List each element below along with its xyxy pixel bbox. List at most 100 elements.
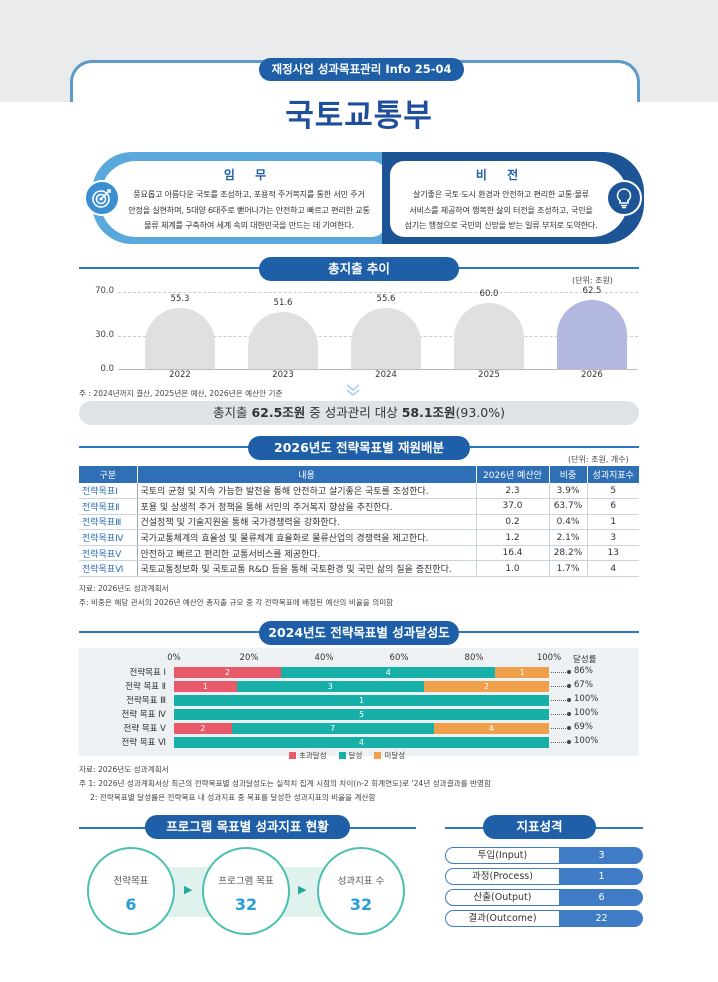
table-row: 전략목표Ⅰ 국토의 균형 및 지속 가능한 발전을 통해 안전하고 살기좋은 국토…: [79, 483, 639, 500]
mission-title: 임 무: [223, 168, 275, 182]
row-indicators: 4: [586, 560, 639, 578]
table-row: 전략목표Ⅲ 건설정책 및 기술지원을 통해 국가경쟁력을 강화한다. 0.2 0.4%…: [79, 514, 639, 531]
kpi-row: 투입(Input) 3: [445, 847, 643, 864]
table-row: 전략목표Ⅵ 국토교통정보화 및 국토교통 R&D 등을 통해 국토환경 및 국민 …: [79, 560, 639, 578]
program-label: 성과지표 수: [337, 876, 385, 887]
row-indicators: 1: [586, 514, 639, 531]
row-indicators: 13: [586, 545, 639, 562]
row-content: 국토교통정보화 및 국토교통 R&D 등을 통해 국토환경 및 국민 삶의 질을…: [137, 560, 476, 578]
row-indicators: 5: [586, 483, 639, 500]
kpi-value: 1: [560, 868, 643, 885]
program-item: 성과지표 수 32: [317, 847, 405, 935]
program-label: 프로그램 목표: [218, 876, 274, 887]
axis-tick-label: 60%: [389, 653, 409, 663]
row-label: 전략 목표 Ⅳ: [121, 709, 166, 720]
x-tick-label: 2025: [478, 370, 500, 380]
axis-tick-label: 0%: [167, 653, 181, 663]
y-tick: 70.0: [95, 286, 114, 296]
spending-title: 총지출 추이: [259, 257, 459, 281]
y-tick: 30.0: [95, 330, 114, 340]
lightbulb-icon: [606, 180, 642, 216]
kpi-value: 6: [560, 889, 643, 906]
legend-item: 초과달성: [289, 750, 327, 761]
vision-line: 섬기는 행정으로 국민의 신망을 받는 일류 부처로 도약한다.: [404, 220, 598, 230]
row-content: 포용 및 상생적 주거 정책을 통해 서민의 주거복지 향상을 추진한다.: [137, 498, 476, 515]
miss-segment: 2: [424, 680, 549, 692]
axis-tick-label: 20%: [239, 653, 259, 663]
legend-item: 달성: [338, 750, 362, 761]
legend-label: 미달성: [384, 751, 406, 760]
row-content: 국토의 균형 및 지속 가능한 발전을 통해 안전하고 살기좋은 국토를 조성한…: [137, 483, 476, 500]
row-share: 2.1%: [548, 529, 587, 546]
spending-bar: [351, 307, 421, 369]
x-axis-line: [118, 369, 638, 370]
mission-panel: [100, 161, 386, 237]
kpi-label: 산출(Output): [445, 889, 560, 906]
bar-value-label: 60.0: [479, 289, 499, 299]
arrow-right-icon: ▶: [184, 883, 193, 896]
summary-ratio: (93.0%): [455, 405, 506, 420]
mission-line: 풍요롭고 아름다운 국토를 조성하고, 포용적 주거복지를 통한 서민 주거: [133, 189, 365, 199]
vision-panel: [390, 161, 628, 237]
spending-bar: [454, 303, 524, 369]
rate-dot: [567, 739, 571, 744]
program-item: 프로그램 목표 32: [202, 847, 290, 935]
vision-title: 비 전: [475, 168, 527, 182]
achievement-note: 주 1: 2026년 성과계획서상 최근의 전략목표별 성과달성도는 실적치 집…: [79, 779, 491, 788]
kpi-value: 22: [560, 910, 643, 927]
rate-header: 달성률: [573, 655, 597, 665]
achievement-rate: 100%: [574, 735, 599, 746]
row-content: 안전하고 빠르고 편리한 교통서비스를 제공한다.: [137, 545, 476, 562]
x-tick-label: 2022: [169, 370, 191, 380]
row-budget: 0.2: [475, 514, 549, 531]
row-indicators: 3: [586, 529, 639, 546]
x-tick-label: 2026: [581, 370, 603, 380]
summary-total: 62.5조원: [251, 405, 306, 420]
table-row: 전략목표Ⅳ 국가교통체계의 효율성 및 물류체계 효율화로 물류산업의 경쟁력을 …: [79, 529, 639, 546]
achievement-rate: 69%: [574, 721, 593, 732]
miss-segment: 4: [433, 722, 549, 734]
table-row: 전략목표Ⅱ 포용 및 상생적 주거 정책을 통해 서민의 주거복지 향상을 추진한…: [79, 498, 639, 515]
spending-summary: 총지출 62.5조원 중 성과관리 대상 58.1조원(93.0%): [79, 401, 639, 425]
rate-dot: [567, 683, 571, 688]
kpi-row: 산출(Output) 6: [445, 889, 643, 906]
mission-section: 임 무 풍요롭고 아름다운 국토를 조성하고, 포용적 주거복지를 통한 서민 …: [118, 166, 380, 234]
achieve-segment: 7: [231, 722, 434, 734]
y-tick: 0.0: [100, 364, 114, 374]
realloc-table: 구분 내용 2026년 예산안 비중 성과지표수 전략목표Ⅰ 국토의 균형 및 지…: [79, 466, 639, 578]
achievement-rate: 86%: [574, 666, 593, 676]
realloc-note: 주: 비중은 해당 관서의 2026년 예산안 총지출 규모 중 각 전략목표에…: [79, 598, 394, 607]
bar-value-label: 55.3: [170, 294, 190, 305]
row-content: 건설정책 및 기술지원을 통해 국가경쟁력을 강화한다.: [137, 514, 476, 531]
rate-leader: [551, 672, 568, 673]
row-label: 전략목표 Ⅲ: [126, 695, 166, 706]
legend-item: 미달성: [374, 750, 405, 761]
spending-bar: [248, 312, 318, 369]
axis-tick-label: 100%: [536, 653, 562, 663]
realloc-unit: (단위: 조원, 개수): [568, 455, 629, 464]
row-label: 전략 목표 Ⅱ: [125, 681, 166, 692]
realloc-source: 자료: 2026년도 성과계획서: [79, 584, 169, 593]
achieve-segment: 4: [281, 667, 496, 678]
achievement-title: 2024년도 전략목표별 성과달성도: [259, 621, 459, 645]
kpi-title: 지표성격: [483, 815, 596, 839]
row-share: 3.9%: [548, 483, 587, 500]
program-value: 6: [125, 895, 137, 914]
achievement-rate: 100%: [574, 693, 599, 704]
summary-text: 중 성과관리 대상: [305, 405, 402, 420]
rate-dot: [567, 697, 571, 702]
row-share: 1.7%: [548, 560, 587, 578]
row-budget: 37.0: [475, 498, 549, 515]
program-item: 전략목표 6: [87, 847, 175, 935]
achievement-source: 자료: 2026년도 성과계획서: [79, 765, 169, 774]
target-icon: [84, 180, 120, 216]
rate-leader: [551, 727, 568, 729]
achieve-segment: 4: [174, 736, 549, 748]
rate-dot: [567, 725, 571, 730]
row-label: 전략목표Ⅰ: [79, 483, 138, 500]
spending-bar: [145, 308, 215, 369]
vision-section: 비 전 살기좋은 국토·도시 환경과 안전하고 편리한 교통·물류 서비스를 제…: [392, 166, 610, 234]
vision-line: 살기좋은 국토·도시 환경과 안전하고 편리한 교통·물류: [412, 189, 590, 199]
spending-bar: [557, 300, 627, 369]
bar-value-label: 62.5: [582, 286, 602, 297]
